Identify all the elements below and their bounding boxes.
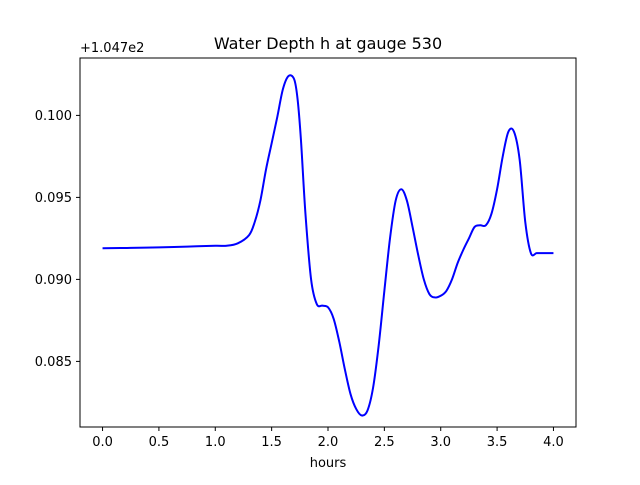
x-axis-label: hours (310, 456, 347, 471)
x-tick-label: 0.5 (149, 435, 170, 450)
series-line-0 (102, 74, 554, 417)
y-tick-label: 0.100 (35, 109, 72, 124)
x-tick-label: 4.0 (543, 435, 564, 450)
y-axis: 0.085 0.090 0.095 0.100 (35, 109, 80, 370)
x-tick-label: 1.5 (261, 435, 282, 450)
chart-title: Water Depth h at gauge 530 (214, 34, 442, 53)
y-axis-offset-label: +1.047e2 (80, 41, 144, 56)
y-tick-label: 0.085 (35, 355, 72, 370)
x-tick-label: 3.0 (430, 435, 451, 450)
y-tick-label: 0.090 (35, 273, 72, 288)
x-tick-label: 2.0 (318, 435, 339, 450)
y-tick-label: 0.095 (35, 191, 72, 206)
x-tick-label: 1.0 (205, 435, 226, 450)
x-tick-label: 3.5 (487, 435, 508, 450)
x-axis: 0.0 0.5 1.0 1.5 2.0 2.5 3.0 3.5 4.0 (92, 427, 564, 450)
x-tick-label: 0.0 (92, 435, 113, 450)
x-tick-label: 2.5 (374, 435, 395, 450)
